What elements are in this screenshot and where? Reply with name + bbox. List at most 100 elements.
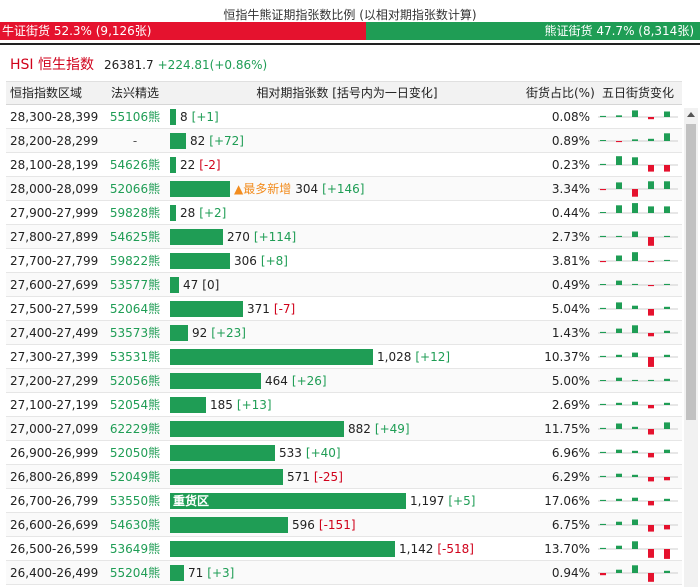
product-code-link: - <box>132 133 138 148</box>
five-day-sparkline <box>594 513 682 537</box>
sparkline-bar <box>648 356 654 367</box>
product-code-link[interactable]: 54630熊 <box>109 518 161 532</box>
product-code-link[interactable]: 53531熊 <box>109 350 161 364</box>
contracts-cell: 371 [-7] <box>168 297 526 321</box>
product-code-link[interactable]: 55204熊 <box>109 566 161 580</box>
contracts-bar <box>170 132 186 149</box>
sparkline-bar <box>648 452 654 457</box>
scrollbar-thumb[interactable] <box>686 124 696 420</box>
sparkline-bar <box>648 476 654 481</box>
product-code-link[interactable]: 53573熊 <box>109 326 161 340</box>
contracts-cell: 1,142 [-518] <box>168 537 526 561</box>
product-code-link[interactable]: 52064熊 <box>109 302 161 316</box>
contracts-value: 28 <box>180 205 196 220</box>
sparkline-bar <box>600 451 606 453</box>
contracts-value: 1,197 <box>410 493 445 508</box>
product-code-link[interactable]: 52049熊 <box>109 470 161 484</box>
product-code-link[interactable]: 53550熊 <box>109 494 161 508</box>
header-contracts: 相对期指张数 [括号内为一日变化] <box>256 86 438 100</box>
range-cell: 27,100-27,199 <box>10 397 99 412</box>
table-row: 26,600-26,699 54630熊 596 [-151] 6.75% <box>6 513 682 537</box>
scrollbar[interactable] <box>684 108 698 587</box>
range-cell: 26,900-26,999 <box>10 445 99 460</box>
sparkline-bar <box>616 140 622 142</box>
sparkline-bar <box>616 569 622 573</box>
range-cell: 26,500-26,599 <box>10 541 99 556</box>
sparkline-bar <box>664 498 670 501</box>
product-code-link[interactable]: 55106熊 <box>109 110 161 124</box>
product-code-link[interactable]: 52054熊 <box>109 398 161 412</box>
table-row: 27,100-27,199 52054熊 185 [+13] 2.69% <box>6 393 682 417</box>
sparkline-bar <box>648 236 654 246</box>
contracts-bar: 重货区 <box>170 492 406 509</box>
sparkline-bar <box>648 572 654 582</box>
sparkline-bar <box>664 306 670 309</box>
range-cell: 27,800-27,899 <box>10 229 99 244</box>
contracts-bar <box>170 252 230 269</box>
scroll-up-arrow-icon[interactable] <box>684 108 698 122</box>
contracts-value: 270 <box>227 229 250 244</box>
contracts-value: 306 <box>234 253 257 268</box>
sparkline-bar <box>664 476 670 480</box>
range-cell: 27,900-27,999 <box>10 205 99 220</box>
range-cell: 26,600-26,699 <box>10 517 99 532</box>
sparkline-bar <box>648 308 654 316</box>
share-pct: 5.00% <box>551 373 590 388</box>
bear-segment: 熊证街货 47.7% (8,314张) <box>366 22 700 40</box>
product-code-link[interactable]: 53649熊 <box>109 542 161 556</box>
contracts-bar <box>170 156 176 173</box>
table-row: 28,300-28,399 55106熊 8 [+1] 0.08% <box>6 105 682 129</box>
contracts-bar <box>170 228 223 245</box>
contracts-cell: 22 [-2] <box>168 153 526 177</box>
sparkline-bar <box>664 111 670 117</box>
product-code-link[interactable]: 62229熊 <box>109 422 161 436</box>
hsi-change: +224.81(+0.86%) <box>157 58 268 72</box>
sparkline-bar <box>664 548 670 559</box>
contracts-cell: 1,028 [+12] <box>168 345 526 369</box>
contracts-bar <box>170 420 344 437</box>
share-pct: 0.49% <box>551 277 590 292</box>
contracts-value: 882 <box>348 421 371 436</box>
contracts-change: [0] <box>202 277 220 292</box>
sparkline-bar <box>664 205 670 213</box>
product-code-link[interactable]: 52050熊 <box>109 446 161 460</box>
contracts-bar <box>170 564 184 581</box>
contracts-value: 82 <box>190 133 206 148</box>
product-code-link[interactable]: 52066熊 <box>109 182 161 196</box>
range-cell: 27,400-27,499 <box>10 325 99 340</box>
sparkline-bar <box>648 404 654 408</box>
contracts-change: [-151] <box>318 517 356 532</box>
contracts-value: 71 <box>188 565 204 580</box>
sparkline-bar <box>632 188 638 197</box>
five-day-sparkline <box>594 369 682 393</box>
share-pct: 5.04% <box>551 301 590 316</box>
table-row: 26,800-26,899 52049熊 571 [-25] 6.29% <box>6 465 682 489</box>
sparkline-bar <box>664 235 670 237</box>
sparkline-bar <box>632 450 638 453</box>
sparkline-bar <box>600 235 606 237</box>
product-code-link[interactable]: 52056熊 <box>109 374 161 388</box>
product-code-link[interactable]: 59828熊 <box>109 206 161 220</box>
five-day-sparkline <box>594 201 682 225</box>
sparkline-bar <box>600 572 606 575</box>
contracts-cell: ▲最多新增 304 [+146] <box>168 177 526 201</box>
sparkline-bar <box>616 235 622 237</box>
table-row: 27,400-27,499 53573熊 92 [+23] 1.43% <box>6 321 682 345</box>
table-row: 27,800-27,899 54625熊 270 [+114] 2.73% <box>6 225 682 249</box>
contracts-change: [+146] <box>322 181 365 196</box>
contracts-value: 92 <box>192 325 208 340</box>
contracts-change: [+1] <box>191 109 219 124</box>
product-code-link[interactable]: 54626熊 <box>109 158 161 172</box>
contracts-value: 8 <box>180 109 188 124</box>
range-cell: 28,000-28,099 <box>10 181 99 196</box>
contracts-cell: 82 [+72] <box>168 129 526 153</box>
hsi-price: 26381.7 <box>104 58 154 72</box>
product-code-link[interactable]: 54625熊 <box>109 230 161 244</box>
product-code-link[interactable]: 59822熊 <box>109 254 161 268</box>
product-code-link[interactable]: 53577熊 <box>109 278 161 292</box>
sparkline-bar <box>616 114 622 117</box>
contracts-bar <box>170 204 176 221</box>
five-day-sparkline <box>594 273 682 297</box>
cbbc-table: 恒指指数区域 法兴精选 相对期指张数 [括号内为一日变化] 街货占比(%) 五日… <box>6 81 682 585</box>
sparkline-bar <box>632 324 638 333</box>
